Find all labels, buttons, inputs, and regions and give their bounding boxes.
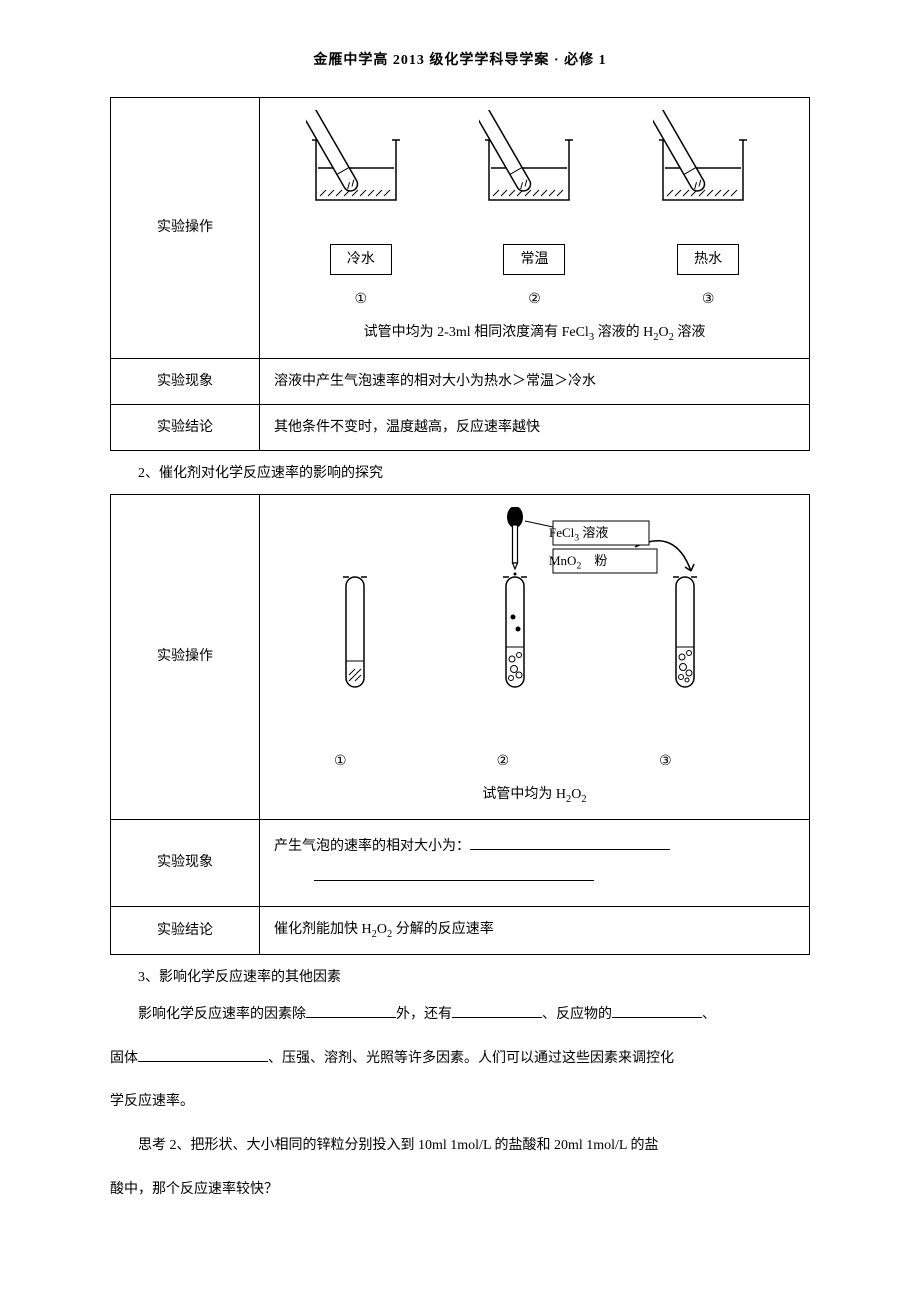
think-line-2: 酸中，那个反应速率较快？ xyxy=(110,1173,810,1207)
mno2-label: MnO2 粉 xyxy=(549,551,607,574)
beaker-diagram-3 xyxy=(653,110,763,240)
para-factors-1: 影响化学反应速率的因素除外，还有、反应物的、 xyxy=(110,998,810,1032)
t2-conc-text: 催化剂能加快 H2O2 分解的反应速率 xyxy=(260,906,810,955)
think-line-1: 思考 2、把形状、大小相同的锌粒分别投入到 10ml 1mol/L 的盐酸和 2… xyxy=(110,1129,810,1163)
beaker-diagram-1 xyxy=(306,110,416,240)
blank-3[interactable] xyxy=(612,1002,702,1018)
t1-num-3: ③ xyxy=(702,289,715,310)
t1-num-2: ② xyxy=(528,289,541,310)
fecl3-label: FeCl3 溶液 xyxy=(549,523,608,546)
t1-num-1: ① xyxy=(355,289,368,310)
t1-diagram-row: 冷水 xyxy=(274,110,795,275)
t1-op-label: 实验操作 xyxy=(111,98,260,359)
experiment-table-1: 实验操作 xyxy=(110,97,810,451)
beaker-set-1: 冷水 xyxy=(306,110,416,275)
para-factors-2: 固体、压强、溶剂、光照等许多因素。人们可以通过这些因素来调控化 xyxy=(110,1042,810,1076)
beaker-set-3: 热水 xyxy=(653,110,763,275)
blank-4[interactable] xyxy=(138,1045,268,1061)
t2-phen-label: 实验现象 xyxy=(111,820,260,907)
t2-num-3: ③ xyxy=(659,751,672,772)
t2-phen-blank[interactable] xyxy=(470,834,670,850)
section3-title: 3、影响化学反应速率的其他因素 xyxy=(110,967,810,988)
t2-phen-content: 产生气泡的速率的相对大小为： xyxy=(260,820,810,907)
t2-phen-blank-2[interactable] xyxy=(314,880,594,881)
t2-conc-label: 实验结论 xyxy=(111,906,260,955)
t2-num-1: ① xyxy=(334,751,347,772)
t2-num-2: ② xyxy=(497,751,510,772)
t2-op-label: 实验操作 xyxy=(111,494,260,820)
t1-op-content: 冷水 xyxy=(260,98,810,359)
experiment-table-2: 实验操作 xyxy=(110,494,810,956)
beaker-label-3: 热水 xyxy=(677,244,739,275)
t1-phen-text: 溶液中产生气泡速率的相对大小为热水＞常温＞冷水 xyxy=(260,358,810,404)
t2-phen-text: 产生气泡的速率的相对大小为： xyxy=(274,839,470,854)
para-factors-3: 学反应速率。 xyxy=(110,1085,810,1119)
section2-title: 2、催化剂对化学反应速率的影响的探究 xyxy=(110,463,810,484)
blank-2[interactable] xyxy=(452,1002,542,1018)
t2-nums-row: ① ② ③ xyxy=(274,751,795,772)
beaker-diagram-2 xyxy=(479,110,589,240)
t2-caption: 试管中均为 H2O2 xyxy=(274,784,795,808)
beaker-label-1: 冷水 xyxy=(330,244,392,275)
blank-1[interactable] xyxy=(306,1002,396,1018)
t1-phen-label: 实验现象 xyxy=(111,358,260,404)
t1-conc-text: 其他条件不变时，温度越高，反应速率越快 xyxy=(260,404,810,450)
t1-caption: 试管中均为 2-3ml 相同浓度滴有 FeCl3 溶液的 H2O2 溶液 xyxy=(274,322,795,346)
beaker-label-2: 常温 xyxy=(503,244,565,275)
beaker-set-2: 常温 xyxy=(479,110,589,275)
t1-conc-label: 实验结论 xyxy=(111,404,260,450)
t2-op-content: FeCl3 溶液 MnO2 粉 ① ② ③ 试管中均为 H2O2 xyxy=(260,494,810,820)
page-header: 金雁中学高 2013 级化学学科导学案 · 必修 1 xyxy=(110,50,810,71)
t1-nums-row: ① ② ③ xyxy=(274,289,795,310)
t2-diagram xyxy=(285,507,785,737)
